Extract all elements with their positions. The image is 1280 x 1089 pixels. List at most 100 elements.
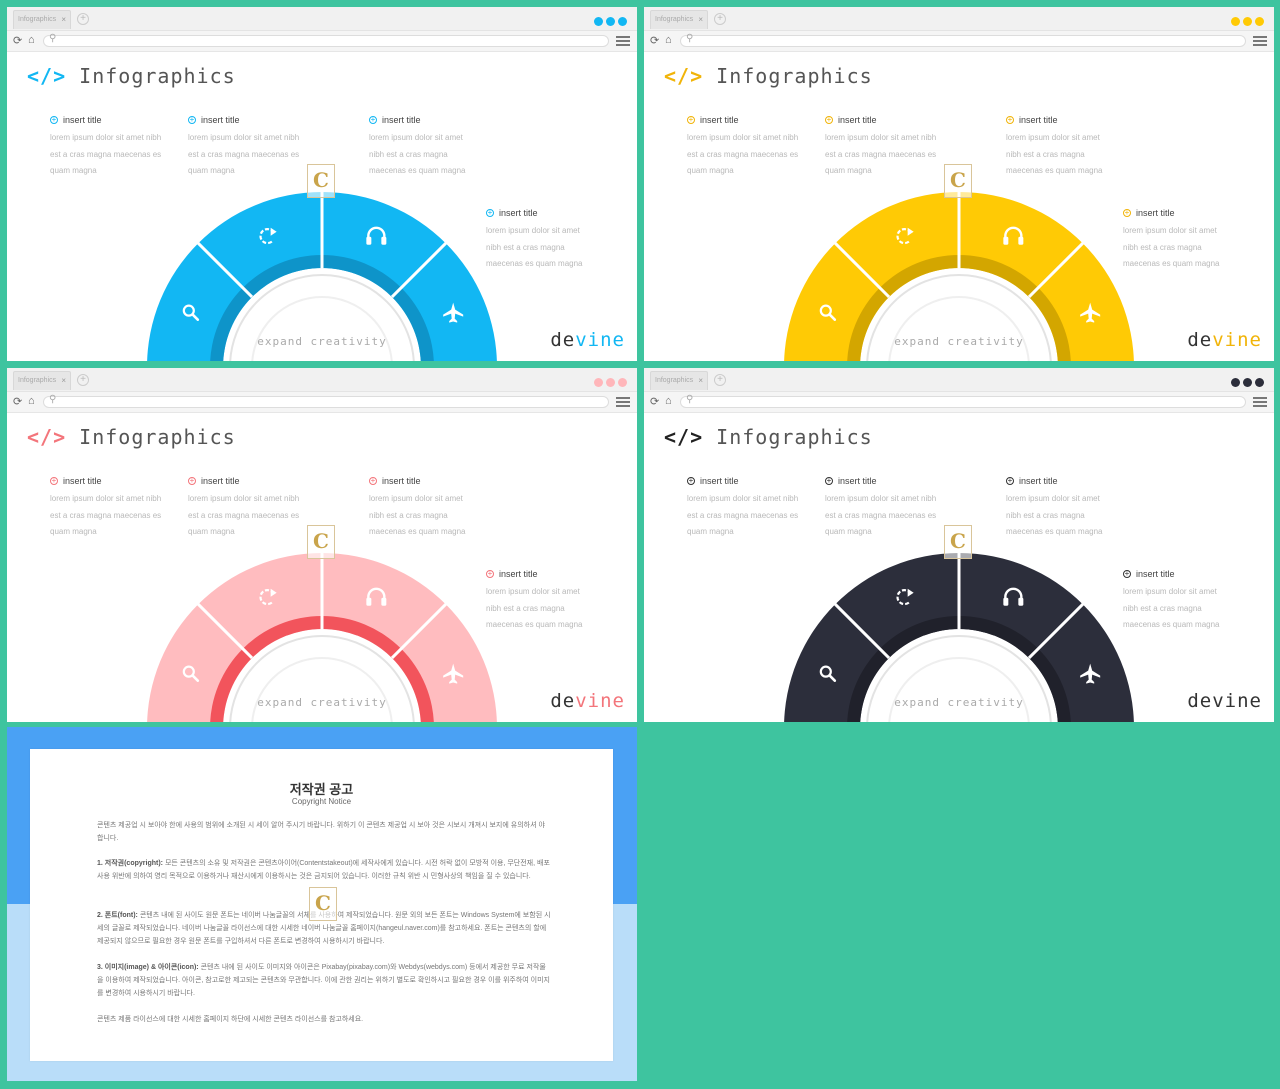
notice-paragraph: 3. 이미지(image) & 아이콘(icon): 콘텐츠 내에 된 사이도 …	[97, 964, 550, 997]
center-hub	[866, 274, 1052, 361]
window-dot[interactable]	[1231, 378, 1240, 387]
new-tab-button[interactable]: +	[77, 374, 89, 386]
window-dot[interactable]	[606, 378, 615, 387]
item-title: insert title	[499, 208, 538, 218]
url-input[interactable]: ⚲	[680, 394, 1246, 408]
tab-close-icon[interactable]: ×	[698, 376, 703, 385]
window-dot[interactable]	[1231, 17, 1240, 26]
center-hub	[229, 635, 415, 722]
window-dot[interactable]	[594, 17, 603, 26]
item-description: lorem ipsum dolor sit amet nibh est a cra…	[486, 226, 583, 268]
ring-inner-band	[847, 255, 1071, 361]
window-dot[interactable]	[1243, 17, 1252, 26]
item-title: insert title	[382, 476, 421, 486]
window-dot[interactable]	[618, 378, 627, 387]
item-title: insert title	[838, 115, 877, 125]
segment-divider	[1027, 602, 1085, 660]
refresh-icon	[896, 227, 914, 245]
refresh-icon[interactable]: ⟳	[650, 35, 660, 47]
center-hub-inner	[251, 657, 393, 722]
info-item: + insert title lorem ipsum dolor sit amet…	[188, 113, 318, 180]
item-description: lorem ipsum dolor sit amet nibh est a cra…	[188, 133, 300, 175]
search-icon	[819, 304, 837, 321]
home-icon[interactable]: ⌂	[665, 34, 672, 46]
info-item: + insert title lorem ipsum dolor sit amet…	[687, 113, 817, 180]
segment-divider	[833, 602, 891, 660]
tab-close-icon[interactable]: ×	[61, 15, 66, 24]
url-input[interactable]: ⚲	[43, 33, 609, 47]
infographic-slide-blue: Infographics × + ⟳ ⌂ ⚲ </> Infographics d…	[7, 7, 637, 361]
infographic-slide-pink: Infographics × + ⟳ ⌂ ⚲ </> Infographics d…	[7, 368, 637, 722]
new-tab-button[interactable]: +	[714, 13, 726, 25]
browser-tab[interactable]: Infographics ×	[13, 10, 71, 29]
code-icon: </>	[27, 425, 67, 449]
notice-paragraph: 2. 폰트(font): 콘텐츠 내에 된 사이도 원문 폰트는 네이버 나눔글…	[97, 912, 551, 945]
browser-tab-strip: Infographics × +	[7, 368, 637, 392]
refresh-icon[interactable]: ⟳	[13, 35, 23, 47]
item-title: insert title	[63, 476, 102, 486]
item-title: insert title	[700, 115, 739, 125]
item-title: insert title	[838, 476, 877, 486]
hamburger-menu-icon[interactable]	[1253, 397, 1267, 409]
search-icon: ⚲	[49, 394, 57, 405]
search-icon	[182, 665, 200, 682]
tab-close-icon[interactable]: ×	[698, 15, 703, 24]
new-tab-button[interactable]: +	[714, 374, 726, 386]
item-title: insert title	[63, 115, 102, 125]
item-description: lorem ipsum dolor sit amet nibh est a cra…	[687, 133, 799, 175]
url-input[interactable]: ⚲	[43, 394, 609, 408]
item-description: lorem ipsum dolor sit amet nibh est a cra…	[188, 494, 300, 536]
window-dot[interactable]	[1255, 17, 1264, 26]
window-dots	[591, 374, 627, 392]
window-dot[interactable]	[606, 17, 615, 26]
refresh-icon[interactable]: ⟳	[13, 396, 23, 408]
info-item: + insert title lorem ipsum dolor sit amet…	[825, 474, 955, 541]
browser-tab-strip: Infographics × +	[7, 7, 637, 31]
home-icon[interactable]: ⌂	[28, 34, 35, 46]
info-item: + insert title lorem ipsum dolor sit amet…	[1123, 206, 1253, 273]
new-tab-button[interactable]: +	[77, 13, 89, 25]
window-dot[interactable]	[1243, 378, 1252, 387]
window-dot[interactable]	[1255, 378, 1264, 387]
window-dot[interactable]	[618, 17, 627, 26]
plus-circle-icon: +	[369, 115, 377, 124]
browser-tab-strip: Infographics × +	[644, 7, 1274, 31]
browser-tab[interactable]: Infographics ×	[650, 10, 708, 29]
item-title: insert title	[700, 476, 739, 486]
home-icon[interactable]: ⌂	[665, 395, 672, 407]
plus-circle-icon: +	[1006, 476, 1014, 485]
info-item: + insert title lorem ipsum dolor sit amet…	[369, 113, 499, 180]
window-dot[interactable]	[594, 378, 603, 387]
search-icon: ⚲	[686, 33, 694, 44]
info-item: + insert title lorem ipsum dolor sit amet…	[1006, 113, 1136, 180]
item-description: lorem ipsum dolor sit amet nibh est a cra…	[486, 587, 583, 629]
refresh-icon[interactable]: ⟳	[650, 396, 660, 408]
plus-circle-icon: +	[188, 476, 196, 485]
browser-tab[interactable]: Infographics ×	[13, 371, 71, 390]
info-item: + insert title lorem ipsum dolor sit amet…	[486, 206, 616, 273]
segment-divider	[196, 602, 254, 660]
notice-subtitle: Copyright Notice	[291, 797, 352, 806]
semicircle-diagram	[147, 552, 497, 722]
hamburger-menu-icon[interactable]	[616, 36, 630, 48]
tab-close-icon[interactable]: ×	[61, 376, 66, 385]
watermark-logo: C	[309, 887, 337, 921]
infographic-slide-yellow: Infographics × + ⟳ ⌂ ⚲ </> Infographics d…	[644, 7, 1274, 361]
item-title: insert title	[1136, 569, 1175, 579]
url-input[interactable]: ⚲	[680, 33, 1246, 47]
slide-title: </> Infographics	[27, 64, 236, 88]
refresh-icon	[896, 588, 914, 606]
plus-circle-icon: +	[188, 115, 196, 124]
code-icon: </>	[27, 64, 67, 88]
item-title: insert title	[201, 115, 240, 125]
browser-tab[interactable]: Infographics ×	[650, 371, 708, 390]
infographic-slide-navy: Infographics × + ⟳ ⌂ ⚲ </> Infographics d…	[644, 368, 1274, 722]
hamburger-menu-icon[interactable]	[616, 397, 630, 409]
hamburger-menu-icon[interactable]	[1253, 36, 1267, 48]
info-item: + insert title lorem ipsum dolor sit amet…	[486, 567, 616, 634]
notice-paragraph: 콘텐츠 제품 라이선스에 대한 시세한 홈페이지 하단에 시세한 콘텐츠 라이선…	[97, 1016, 364, 1023]
segment-divider	[196, 241, 254, 299]
item-description: lorem ipsum dolor sit amet nibh est a cra…	[369, 494, 466, 536]
item-description: lorem ipsum dolor sit amet nibh est a cra…	[50, 494, 162, 536]
home-icon[interactable]: ⌂	[28, 395, 35, 407]
